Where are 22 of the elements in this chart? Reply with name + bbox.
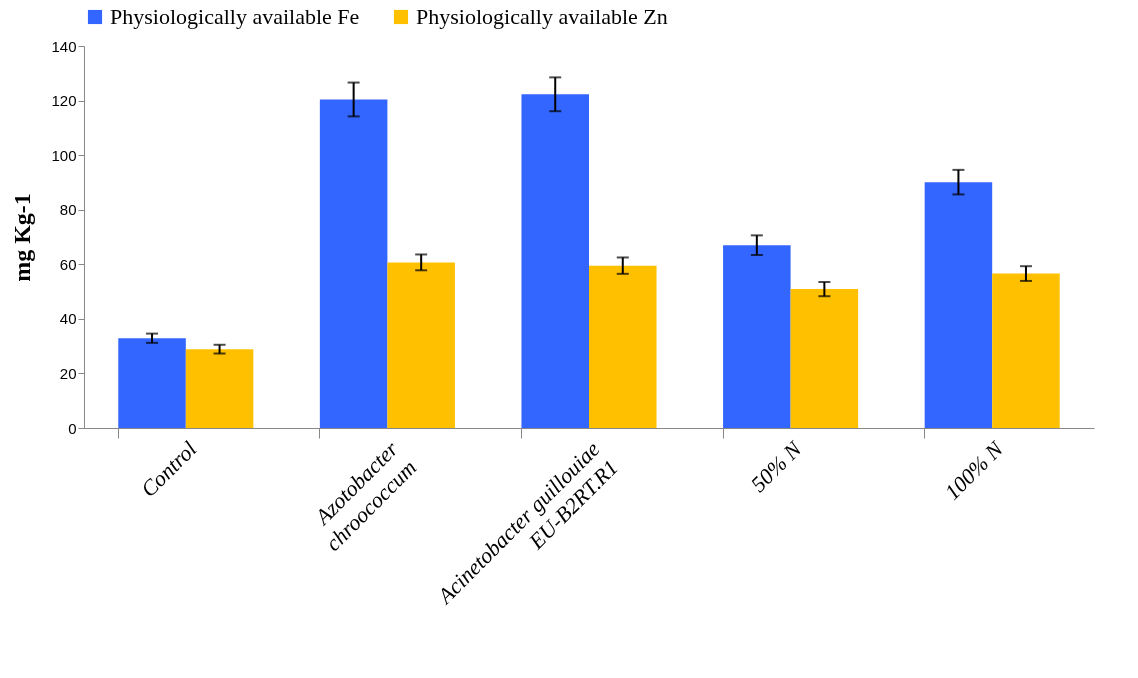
y-tick-label: 120 — [51, 92, 77, 110]
y-tick-label: 100 — [51, 146, 77, 164]
x-tick-label: 50% N — [745, 435, 808, 497]
bar — [589, 265, 657, 428]
bar — [924, 182, 993, 428]
bar — [790, 289, 859, 428]
y-tick-label: 20 — [59, 364, 77, 382]
bar — [992, 273, 1060, 428]
legend-label: Physiologically available Zn — [416, 4, 668, 29]
bar — [723, 245, 791, 428]
y-tick-label: 80 — [59, 201, 77, 219]
y-tick-label: 40 — [59, 310, 77, 328]
bar — [387, 262, 455, 428]
y-tick-label: 140 — [51, 37, 77, 55]
legend-label: Physiologically available Fe — [110, 4, 360, 29]
bar — [185, 349, 254, 428]
bar — [118, 338, 186, 428]
bar — [521, 94, 589, 428]
y-tick-label: 60 — [59, 255, 77, 273]
bar — [319, 99, 388, 428]
y-axis-title: mg Kg-1 — [9, 193, 36, 282]
y-tick-label: 0 — [68, 419, 77, 437]
